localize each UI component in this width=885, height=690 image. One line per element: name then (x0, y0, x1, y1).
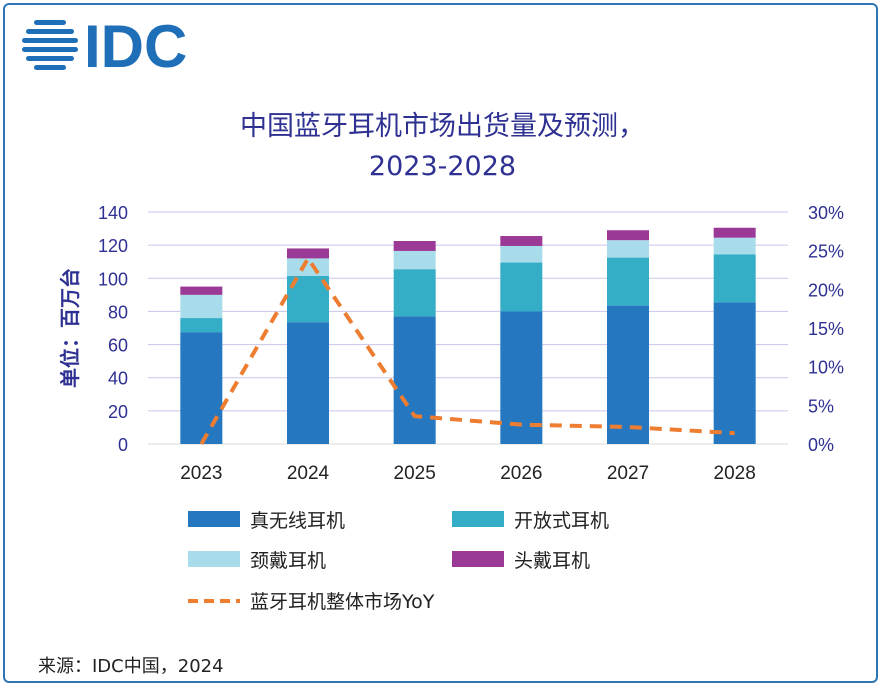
y-axis-tick-label: 140 (98, 203, 128, 223)
bar-segment (713, 254, 756, 303)
y2-axis-tick-label: 20% (808, 280, 844, 300)
x-axis-tick-label: 2026 (500, 463, 542, 484)
y-axis-label: 单位：百万台 (58, 268, 82, 388)
x-axis-tick-label: 2028 (714, 463, 756, 484)
legend-label: 颈戴耳机 (250, 550, 326, 572)
idc-logo-text: IDC (84, 14, 187, 74)
legend-swatch (452, 511, 504, 527)
y2-axis-tick-label: 25% (808, 242, 844, 262)
source-note: 来源：IDC中国，2024 (38, 656, 224, 677)
bar-segment (287, 322, 329, 444)
chart-title-line1: 中国蓝牙耳机市场出货量及预测， (240, 111, 645, 142)
bar-segment (713, 237, 756, 255)
idc-logo: IDC (22, 14, 187, 74)
bar-segment (713, 227, 756, 238)
legend-swatch (188, 551, 240, 567)
bar-segment (500, 262, 543, 312)
bar-segment (180, 286, 223, 295)
bar-segment (393, 316, 436, 444)
x-axis-tick-label: 2024 (287, 463, 330, 484)
y-axis-tick-label: 120 (98, 236, 128, 256)
y-axis-tick-label: 20 (108, 402, 128, 422)
bar-segment (180, 332, 223, 444)
y-axis-tick-label: 80 (108, 302, 128, 322)
bar-segment (607, 257, 649, 306)
bar-segment (180, 294, 223, 319)
bar-segment (500, 245, 543, 263)
bar-segment (607, 240, 649, 258)
legend-label: 头戴耳机 (514, 550, 590, 572)
bar-segment (287, 248, 329, 259)
legend-label: 蓝牙耳机整体市场YoY (250, 591, 435, 613)
yoy-line (199, 256, 735, 445)
legend-label: 开放式耳机 (514, 510, 609, 532)
chart-title-line2: 2023-2028 (368, 151, 517, 182)
bar-segment (500, 236, 543, 246)
bar-segment (180, 318, 223, 333)
y-axis-tick-label: 60 (108, 336, 128, 356)
legend-label: 真无线耳机 (250, 510, 345, 532)
legend-swatch (188, 511, 240, 527)
y-axis-tick-label: 0 (118, 435, 128, 455)
bar-segment (500, 311, 543, 444)
y2-axis-tick-label: 5% (808, 396, 834, 416)
x-axis-tick-label: 2025 (394, 463, 436, 484)
bar-segment (607, 230, 649, 241)
bar-segment (393, 250, 436, 270)
y2-axis-tick-label: 15% (808, 319, 844, 339)
y-axis-tick-label: 40 (108, 369, 128, 389)
chart-frame (3, 3, 878, 683)
bar-segment (393, 241, 436, 251)
bar-segment (393, 269, 436, 317)
x-axis-tick-label: 2027 (607, 463, 649, 484)
globe-icon (22, 20, 78, 70)
bar-segment (607, 305, 649, 444)
legend-swatch (452, 551, 504, 567)
bar-segment (713, 302, 756, 444)
y2-axis-tick-label: 10% (808, 358, 844, 378)
y2-axis-tick-label: 30% (808, 203, 844, 223)
y-axis-tick-label: 100 (98, 269, 128, 289)
y2-axis-tick-label: 0% (808, 435, 834, 455)
x-axis-tick-label: 2023 (180, 463, 222, 484)
